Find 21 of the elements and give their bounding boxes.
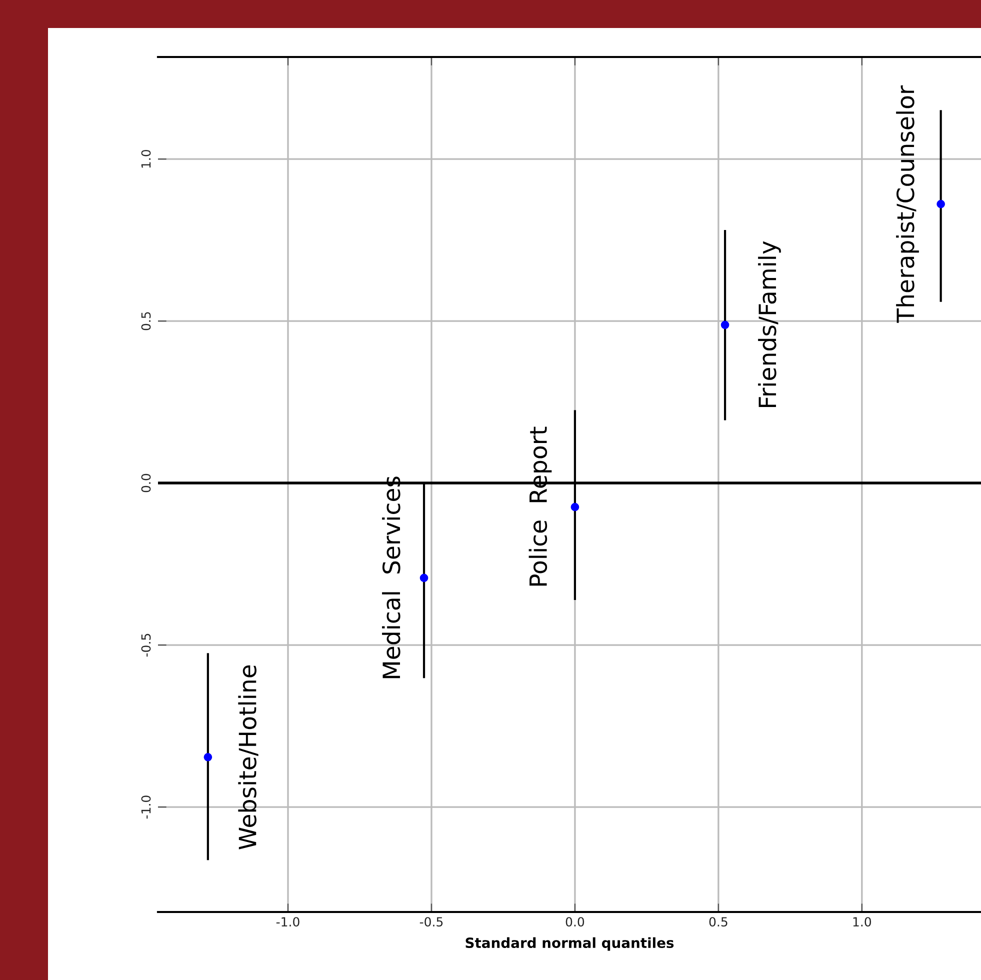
x-tick-label: -1.0 (276, 917, 300, 927)
annotation: Police Report (528, 426, 552, 586)
annotation: Medical Services (382, 476, 400, 678)
y-tick-label: -1.0 (141, 796, 151, 819)
point (204, 752, 212, 762)
x-tick-label: 0.5 (709, 917, 728, 927)
point (570, 502, 580, 512)
y-tick-label: 0.5 (141, 312, 151, 330)
point (420, 574, 428, 582)
x-axis-title: Standard normal quantiles (466, 937, 674, 951)
point (720, 320, 730, 330)
y-tick-label: 1.0 (141, 150, 151, 168)
x-tick-label: 0.0 (566, 917, 584, 927)
y-tick-label: -0.5 (141, 634, 151, 657)
annotation: Friends/Family (758, 241, 781, 408)
y-tick-label: 0.0 (141, 474, 151, 492)
point (936, 200, 945, 208)
x-tick-label: 1.0 (853, 917, 872, 927)
x-tick-label: -0.5 (420, 917, 443, 927)
annotation: Therapist/Counselor (896, 85, 919, 323)
annotation: Website/Hotline (238, 665, 258, 850)
